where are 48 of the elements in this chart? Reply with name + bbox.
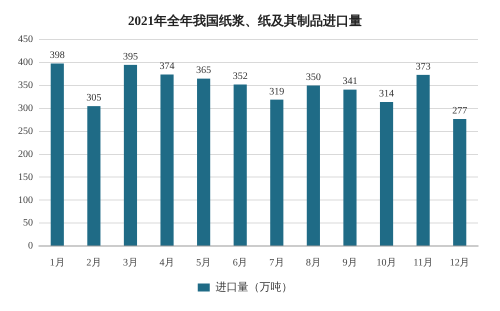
- chart-title: 2021年全年我国纸浆、纸及其制品进口量: [128, 13, 362, 28]
- bar: [234, 84, 247, 246]
- legend-label: 进口量（万吨）: [215, 280, 292, 294]
- x-tick-label: 1月: [50, 258, 65, 269]
- x-tick-label: 6月: [232, 258, 248, 269]
- bar: [343, 90, 357, 246]
- y-tick-label: 350: [18, 80, 33, 92]
- data-label: 398: [50, 50, 65, 62]
- y-tick-label: 450: [18, 34, 33, 46]
- y-tick-label: 100: [18, 194, 33, 206]
- data-label: 341: [342, 76, 358, 88]
- x-tick-label: 5月: [196, 258, 212, 269]
- data-label: 305: [86, 92, 102, 104]
- bar: [160, 74, 174, 246]
- y-tick-label: 150: [18, 172, 33, 183]
- bar: [124, 64, 138, 246]
- y-tick-label: 400: [18, 57, 33, 68]
- x-tick-label: 4月: [160, 258, 175, 269]
- data-label: 314: [379, 88, 394, 100]
- bar: [306, 85, 320, 246]
- x-tick-label: 7月: [269, 258, 284, 269]
- bar: [87, 106, 100, 246]
- data-label: 374: [160, 61, 175, 72]
- x-tick-label: 10月: [376, 258, 397, 269]
- data-label: 352: [232, 71, 248, 82]
- y-tick-label: 50: [23, 218, 33, 229]
- bar: [50, 63, 64, 246]
- x-tick-label: 8月: [306, 258, 321, 269]
- bar: [453, 118, 466, 246]
- y-tick-label: 250: [18, 126, 33, 137]
- data-label: 350: [306, 72, 321, 84]
- x-tick-label: 9月: [342, 258, 358, 269]
- data-label: 395: [122, 51, 138, 62]
- x-tick-label: 11月: [413, 258, 433, 269]
- data-label: 373: [416, 62, 431, 73]
- bar: [270, 100, 284, 246]
- x-tick-label: 2月: [86, 258, 102, 269]
- data-label: 277: [452, 106, 468, 117]
- x-tick-label: 3月: [122, 258, 138, 269]
- bar: [416, 74, 430, 246]
- y-tick-label: 200: [18, 148, 33, 160]
- y-tick-label: 0: [28, 240, 33, 252]
- x-tick-label: 12月: [450, 258, 470, 269]
- bar: [380, 102, 394, 246]
- bar: [197, 78, 210, 246]
- data-label: 319: [269, 86, 284, 98]
- data-label: 365: [196, 65, 212, 76]
- y-tick-label: 300: [18, 103, 33, 114]
